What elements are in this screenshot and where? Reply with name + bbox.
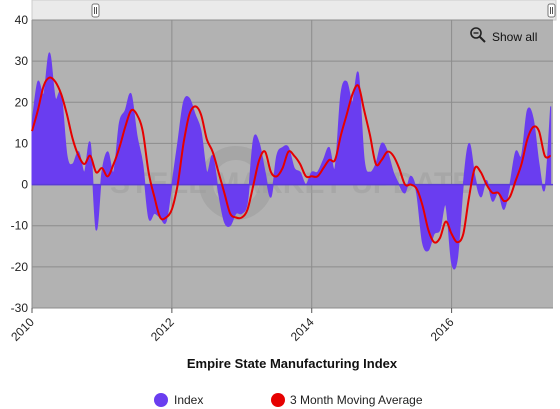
y-tick-label: 40	[15, 13, 29, 27]
x-tick-label: 2012	[148, 315, 177, 344]
y-tick-label: -10	[11, 219, 29, 233]
navigator-right-handle[interactable]	[547, 3, 556, 18]
y-tick-label: 0	[21, 178, 28, 192]
legend: Index 3 Month Moving Average	[154, 393, 423, 407]
zoom-out-icon-handle	[479, 36, 486, 43]
y-tick-label: 20	[15, 95, 29, 109]
show-all-button[interactable]: Show all	[470, 27, 537, 44]
y-axis-ticks: -30 -20 -10 0 10 20 30 40	[11, 13, 29, 315]
zoom-out-icon	[470, 27, 482, 39]
y-tick-label: -30	[11, 301, 29, 315]
navigator-track[interactable]	[31, 0, 557, 21]
x-tick-label: 2014	[288, 315, 317, 344]
x-tick-label: 2010	[8, 315, 37, 344]
y-tick-label: 10	[15, 136, 29, 150]
legend-marker-index	[154, 393, 168, 407]
navigator-bar[interactable]	[31, 0, 557, 21]
chart-title: Empire State Manufacturing Index	[187, 356, 398, 371]
legend-label-moving-average[interactable]: 3 Month Moving Average	[290, 393, 423, 407]
show-all-label[interactable]: Show all	[492, 30, 537, 44]
legend-item-moving-average[interactable]: 3 Month Moving Average	[271, 393, 423, 407]
navigator-left-handle[interactable]	[91, 3, 100, 18]
index-area	[31, 52, 552, 270]
legend-item-index[interactable]: Index	[154, 393, 203, 407]
x-tick-label: 2016	[428, 315, 457, 344]
legend-label-index[interactable]: Index	[174, 393, 203, 407]
legend-marker-moving-average	[271, 393, 285, 407]
y-tick-label: 30	[15, 54, 29, 68]
moving-average-line	[31, 76, 552, 244]
x-axis-ticks: 2010 2012 2014 2016	[8, 308, 457, 344]
y-tick-label: -20	[11, 260, 29, 274]
